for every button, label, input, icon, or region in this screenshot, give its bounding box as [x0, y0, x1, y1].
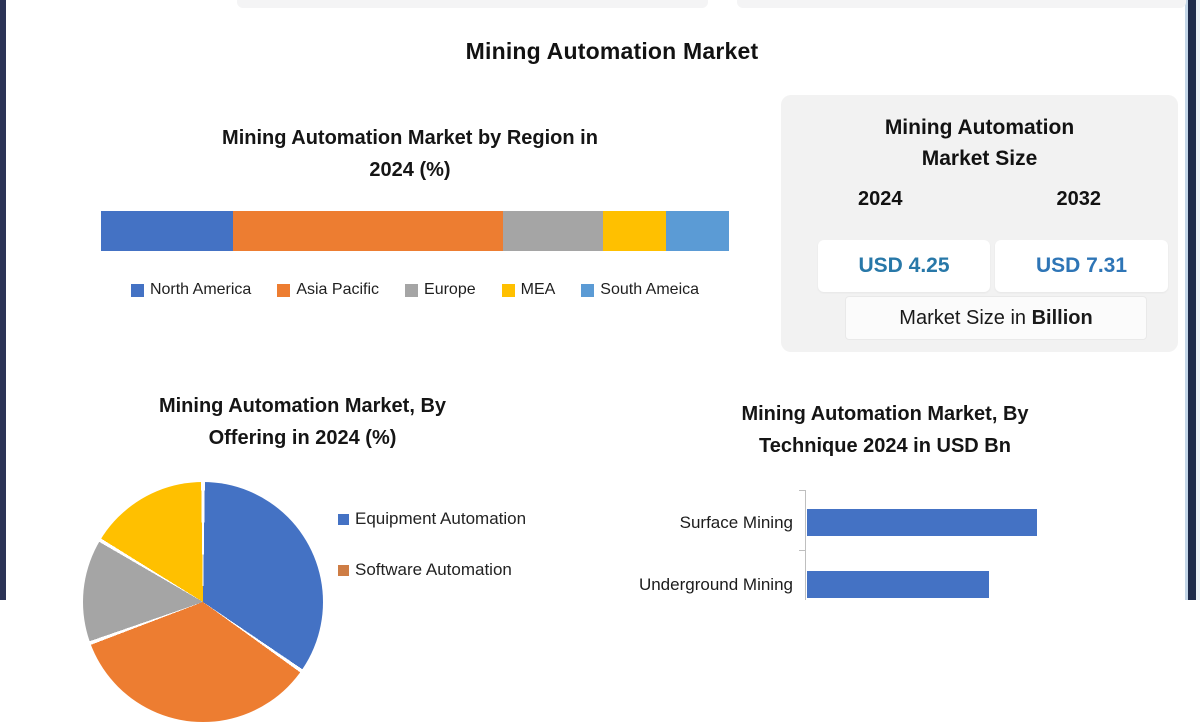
region-stacked-bar — [101, 211, 729, 251]
legend-label: Europe — [424, 281, 476, 298]
year-2024-label: 2024 — [858, 188, 903, 210]
market-size-footnote-unit: Billion — [1031, 306, 1093, 329]
legend-label: Software Automation — [355, 560, 512, 579]
legend-item: Software Automation — [338, 560, 526, 580]
region-chart-title-line2: 2024 (%) — [369, 159, 451, 181]
region-bar-segment — [232, 211, 503, 251]
technique-chart-title: Mining Automation Market, By Technique 2… — [655, 398, 1115, 462]
market-size-footnote: Market Size in Billion — [845, 296, 1147, 340]
region-chart-title-line1: Mining Automation Market by Region in — [222, 127, 598, 149]
page-right-border — [1188, 0, 1196, 600]
technique-bar-surface — [807, 509, 1037, 536]
legend-swatch-icon — [338, 564, 349, 576]
market-size-card: Mining Automation Market Size 2024 2032 … — [781, 95, 1178, 352]
region-bar-segment — [666, 211, 729, 251]
year-2032-label: 2032 — [1056, 188, 1102, 210]
region-bar-segment — [502, 211, 604, 251]
legend-item: Asia Pacific — [277, 281, 379, 299]
legend-swatch-icon — [277, 283, 291, 297]
technique-chart-title-line2: Technique 2024 in USD Bn — [759, 435, 1011, 457]
region-bar-segment — [101, 211, 233, 251]
legend-label: MEA — [520, 281, 556, 298]
market-size-title-line1: Mining Automation — [884, 116, 1075, 139]
page-right-border-highlight — [1185, 0, 1188, 600]
legend-item: MEA — [501, 281, 556, 299]
page-title: Mining Automation Market — [465, 38, 759, 64]
legend-label: North America — [149, 281, 252, 298]
market-size-value-2032: USD 7.31 — [995, 240, 1168, 292]
legend-item: South Ameica — [581, 281, 699, 299]
page-right-edge — [1196, 0, 1200, 600]
technique-bar-underground — [807, 571, 989, 598]
technique-label-underground: Underground Mining — [638, 575, 793, 594]
legend-label: Equipment Automation — [355, 509, 527, 528]
market-size-value-2024: USD 4.25 — [818, 240, 990, 292]
market-size-footnote-prefix: Market Size in — [899, 306, 1027, 329]
legend-item: Equipment Automation — [338, 509, 526, 529]
legend-label: Asia Pacific — [296, 281, 380, 298]
legend-item: North America — [130, 281, 252, 299]
legend-item: Europe — [405, 281, 476, 299]
offering-chart-title-line1: Mining Automation Market, By — [158, 395, 447, 417]
legend-swatch-icon — [338, 513, 349, 525]
region-legend: North America Asia Pacific Europe MEA South … — [90, 281, 740, 299]
market-size-value-2032-text: USD 7.31 — [1035, 254, 1128, 277]
offering-chart-title-line2: Offering in 2024 (%) — [208, 427, 397, 449]
offering-pie-chart — [83, 482, 323, 722]
legend-swatch-icon — [581, 283, 595, 297]
legend-swatch-icon — [501, 283, 515, 297]
legend-label: South Ameica — [600, 281, 700, 298]
legend-swatch-icon — [405, 283, 419, 297]
market-size-title: Mining Automation Market Size — [781, 112, 1178, 174]
top-card-edge-left — [237, 0, 708, 8]
legend-swatch-icon — [130, 283, 144, 297]
technique-y-axis — [805, 490, 806, 600]
region-chart-title: Mining Automation Market by Region in 20… — [130, 122, 690, 186]
offering-chart-title: Mining Automation Market, By Offering in… — [60, 390, 545, 454]
top-card-edge-right — [737, 0, 1186, 8]
technique-axis-tick — [799, 550, 806, 551]
technique-label-surface: Surface Mining — [679, 513, 793, 532]
page-left-border — [0, 0, 6, 600]
market-size-title-line2: Market Size — [921, 147, 1038, 170]
market-size-years: 2024 2032 — [781, 188, 1178, 211]
market-size-value-2024-text: USD 4.25 — [858, 254, 950, 277]
technique-chart-title-line1: Mining Automation Market, By — [741, 403, 1029, 425]
technique-axis-tick — [799, 490, 806, 491]
region-bar-segment — [603, 211, 667, 251]
offering-legend: Equipment Automation Software Automation — [338, 509, 526, 580]
